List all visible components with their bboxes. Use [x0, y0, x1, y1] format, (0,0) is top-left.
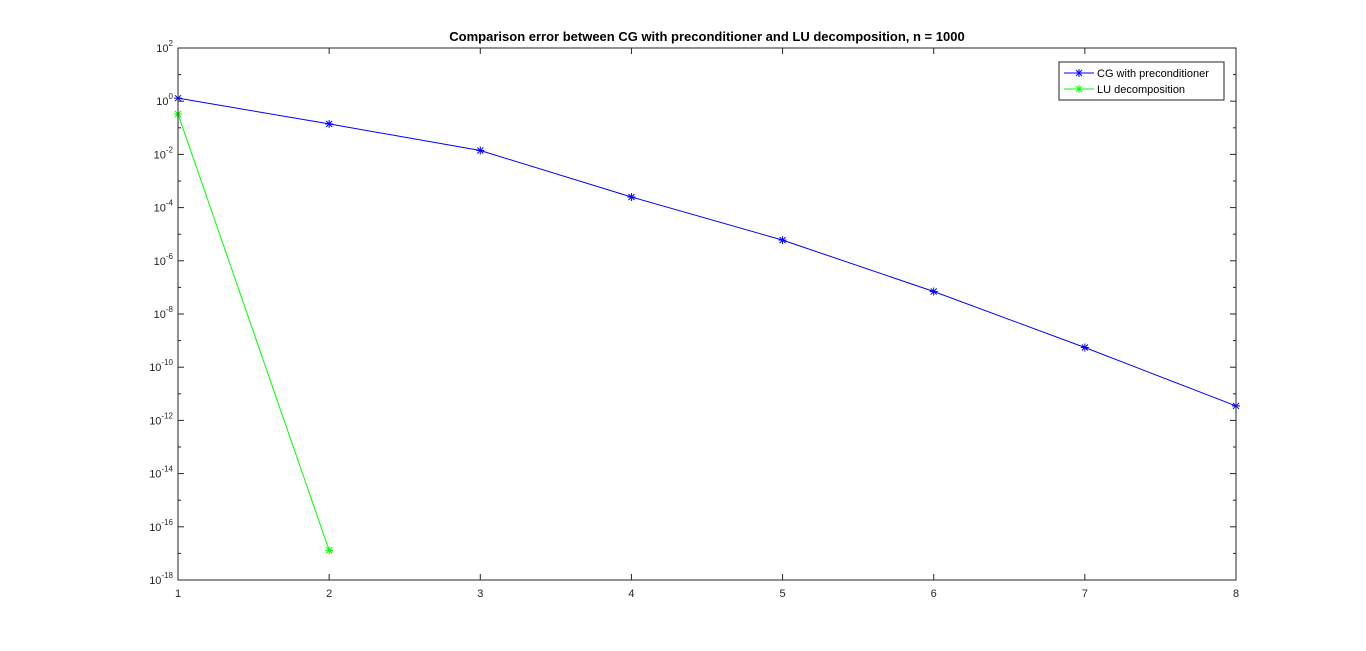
y-tick-label: 100 [156, 92, 173, 108]
plot-frame [177, 47, 1237, 581]
legend-item: CG with preconditioner [1064, 68, 1209, 80]
legend-box [1058, 61, 1225, 101]
legend-label: CG with preconditioner [1097, 68, 1209, 80]
data-point-marker [1080, 343, 1089, 352]
y-tick-label: 10-14 [149, 465, 173, 481]
data-point-marker [1075, 69, 1083, 77]
x-tick-label: 4 [628, 588, 634, 600]
legend-item: LU decomposition [1064, 84, 1185, 96]
y-tick-label: 10-16 [149, 518, 173, 534]
x-tick-label: 8 [1233, 588, 1239, 600]
y-tick-label: 102 [156, 39, 173, 55]
series-line [177, 97, 1237, 407]
legend-label: LU decomposition [1097, 84, 1185, 96]
data-point-marker [778, 236, 787, 245]
data-point-marker [325, 119, 334, 128]
series-line [177, 113, 330, 551]
x-tick-label: 7 [1082, 588, 1088, 600]
chart-title: Comparison error between CG with precond… [449, 29, 964, 44]
data-point-marker [1075, 85, 1083, 93]
data-point-marker [929, 287, 938, 296]
x-tick-label: 2 [326, 588, 332, 600]
y-tick-label: 10-2 [154, 145, 174, 161]
x-tick-label: 3 [477, 588, 483, 600]
x-tick-label: 5 [780, 588, 786, 600]
y-tick-label: 10-18 [149, 571, 173, 587]
data-point-marker [627, 193, 636, 202]
y-tick-label: 10-8 [154, 305, 174, 321]
x-tick-label: 1 [175, 588, 181, 600]
data-point-marker [476, 146, 485, 155]
y-tick-label: 10-6 [154, 252, 174, 268]
y-tick-label: 10-10 [149, 358, 173, 374]
series-1 [174, 94, 1240, 410]
legend: CG with preconditioner LU decomposition [1058, 61, 1225, 101]
y-tick-label: 10-12 [149, 411, 173, 427]
data-point-marker [325, 546, 334, 555]
x-tick-label: 6 [931, 588, 937, 600]
plot-area [178, 48, 1236, 580]
y-tick-label: 10-4 [154, 199, 174, 215]
